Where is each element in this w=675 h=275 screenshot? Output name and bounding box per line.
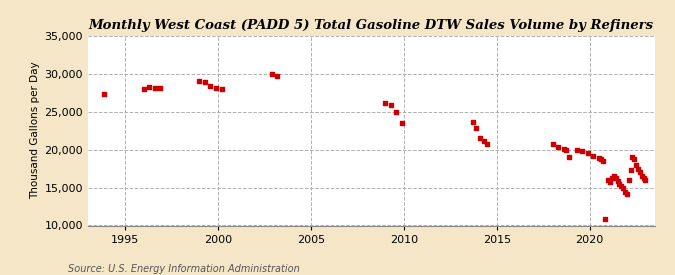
Point [211, 86, 221, 90]
Point [391, 109, 402, 114]
Point [396, 121, 407, 125]
Point [385, 103, 396, 107]
Point [597, 159, 608, 163]
Title: Monthly West Coast (PADD 5) Total Gasoline DTW Sales Volume by Refiners: Monthly West Coast (PADD 5) Total Gasoli… [88, 19, 654, 32]
Point [482, 141, 493, 146]
Point [610, 176, 621, 181]
Point [593, 156, 604, 160]
Point [640, 178, 651, 182]
Point [630, 163, 641, 167]
Point [272, 74, 283, 78]
Point [553, 144, 564, 149]
Point [216, 87, 227, 91]
Point [607, 175, 618, 180]
Point [138, 87, 149, 91]
Point [577, 149, 588, 153]
Point [155, 86, 165, 90]
Y-axis label: Thousand Gallons per Day: Thousand Gallons per Day [30, 62, 40, 199]
Point [638, 176, 649, 181]
Point [629, 157, 640, 162]
Point [144, 85, 155, 90]
Point [599, 217, 610, 222]
Point [616, 184, 626, 188]
Point [479, 139, 489, 144]
Point [622, 191, 632, 196]
Point [618, 186, 628, 191]
Point [560, 148, 571, 153]
Point [634, 170, 645, 175]
Point [588, 153, 599, 158]
Point [475, 136, 485, 141]
Text: Source: U.S. Energy Information Administration: Source: U.S. Energy Information Administ… [68, 264, 299, 274]
Point [564, 155, 574, 160]
Point [471, 126, 482, 131]
Point [612, 178, 623, 183]
Point [608, 174, 619, 178]
Point [620, 190, 630, 194]
Point [603, 178, 614, 182]
Point [583, 151, 593, 156]
Point [637, 174, 647, 178]
Point [267, 72, 277, 77]
Point [205, 84, 216, 88]
Point [595, 157, 606, 162]
Point [558, 147, 569, 151]
Point [623, 178, 634, 182]
Point [149, 86, 160, 90]
Point [467, 120, 478, 125]
Point [625, 168, 636, 172]
Point [627, 155, 638, 160]
Point [200, 80, 211, 84]
Point [614, 182, 625, 186]
Point [632, 166, 643, 171]
Point [99, 92, 110, 97]
Point [571, 147, 582, 152]
Point [380, 101, 391, 106]
Point [605, 180, 616, 185]
Point [194, 78, 205, 83]
Point [547, 142, 558, 147]
